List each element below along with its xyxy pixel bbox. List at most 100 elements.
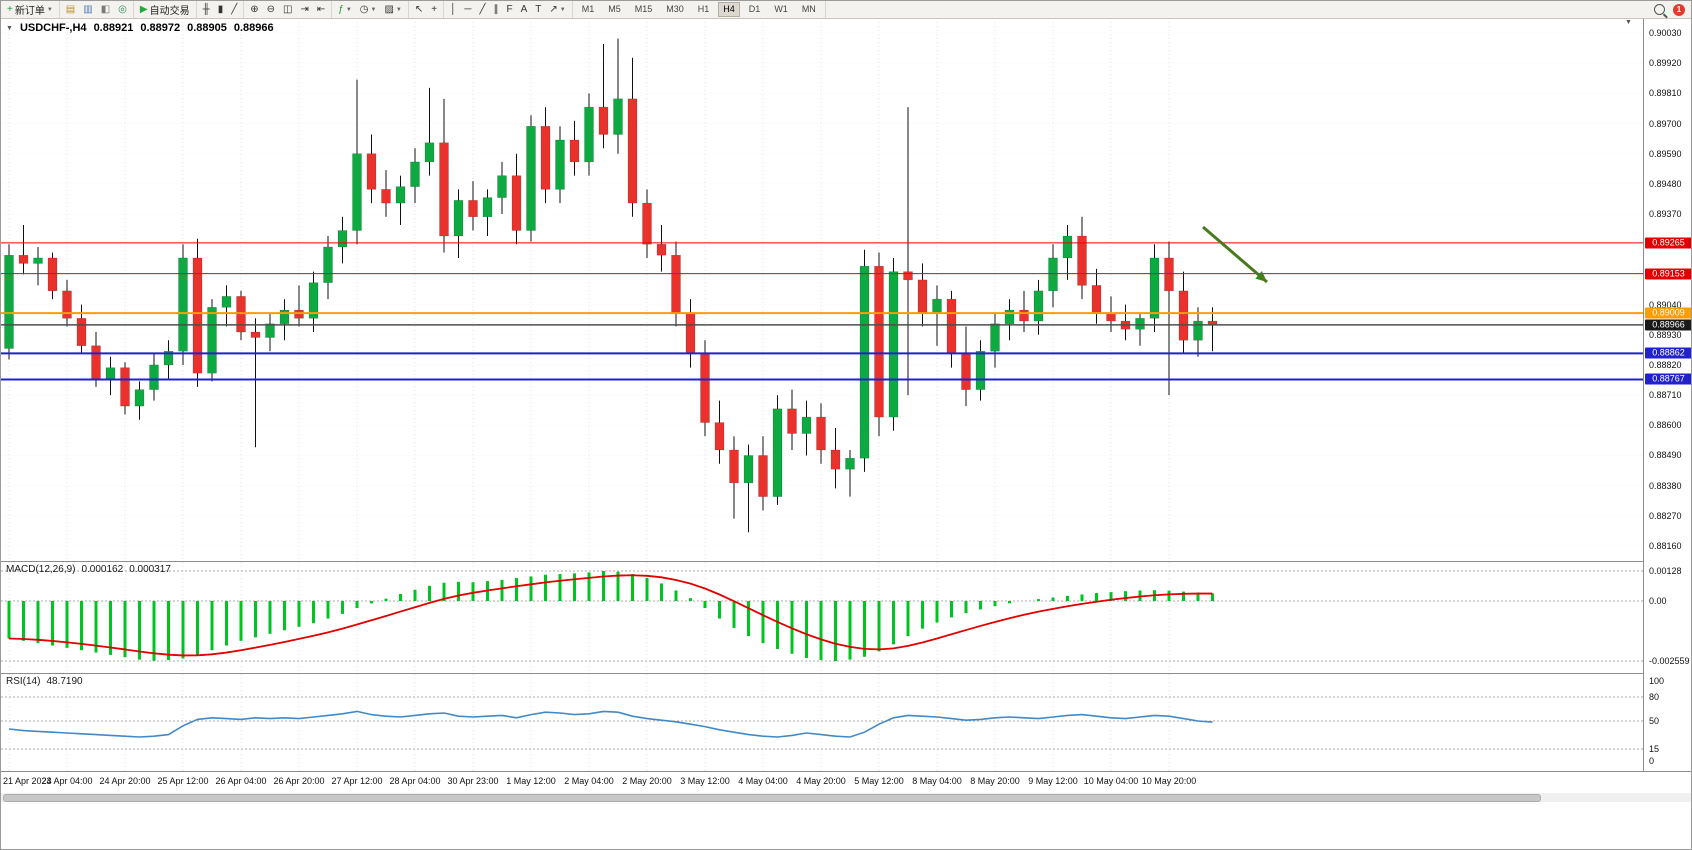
timeframe-m15[interactable]: M15: [634, 4, 653, 14]
auto-scroll-icon: ⇥: [300, 4, 309, 15]
macd-panel[interactable]: [1, 562, 1643, 673]
line-chart-icon[interactable]: ╱: [229, 2, 239, 17]
toolbar-group-timeframes: M1 M5 M15 M30 H1 H4 D1 W1 MN: [573, 1, 826, 18]
timeframe-m30[interactable]: M30: [666, 4, 684, 14]
macd-indicator-label: MACD(12,26,9) 0.000162 0.000317: [6, 564, 171, 575]
price-badge: 0.89153: [1645, 268, 1691, 280]
chevron-down-icon: ▼: [345, 6, 352, 13]
fibonacci-icon[interactable]: F: [504, 2, 514, 17]
timeframe-w1[interactable]: W1: [774, 4, 788, 14]
channel-icon: ∥: [493, 4, 499, 15]
data-window-icon: ▥: [83, 4, 93, 15]
time-axis-label: 25 Apr 12:00: [157, 776, 209, 786]
timeframe-d1[interactable]: D1: [748, 4, 761, 14]
text-icon[interactable]: A: [519, 2, 530, 17]
timeframe-m5[interactable]: M5: [608, 4, 621, 14]
tile-windows-icon[interactable]: ◫: [281, 2, 294, 17]
macd-axis-label: 0.00: [1649, 596, 1667, 606]
timeframe-m1[interactable]: M1: [581, 4, 595, 14]
indicators-icon[interactable]: ƒ ▼: [336, 2, 354, 17]
auto-scroll-icon[interactable]: ⇥: [298, 2, 310, 17]
crosshair-icon[interactable]: +: [429, 2, 439, 17]
strategy-tester-icon[interactable]: ◎: [116, 2, 129, 17]
candlestick-chart-icon[interactable]: ▮: [216, 2, 226, 17]
zoom-in-icon: ⊕: [250, 4, 259, 15]
horizontal-line-icon[interactable]: ─: [462, 2, 473, 17]
chevron-down-icon: ▼: [395, 6, 402, 13]
rsi-indicator-label: RSI(14) 48.7190: [6, 676, 83, 687]
new-order-button[interactable]: + 新订单 ▼: [5, 2, 55, 17]
arrows-icon: ↗: [549, 4, 558, 15]
time-axis-label: 8 May 20:00: [970, 776, 1020, 786]
chevron-down-icon: ▼: [559, 6, 566, 13]
vertical-line-icon[interactable]: │: [448, 2, 458, 17]
rsi-value: 48.7190: [46, 676, 83, 687]
time-axis[interactable]: 21 Apr 2023 24 Apr 04:00 24 Apr 20:00 25 Ap…: [1, 771, 1691, 790]
price-badge: 0.88862: [1645, 347, 1691, 359]
bar-chart-icon[interactable]: ╫: [201, 2, 212, 17]
periods-icon[interactable]: ◷ ▼: [358, 2, 379, 17]
price-tick-label: 0.88930: [1649, 329, 1682, 340]
arrows-icon[interactable]: ↗ ▼: [547, 2, 567, 17]
toolbar-group-autotrading: ▶ 自动交易: [134, 1, 197, 18]
scrollbar-thumb[interactable]: [3, 794, 1541, 802]
price-tick-label: 0.88490: [1649, 450, 1682, 461]
toolbar-group-cursor: ↖ +: [409, 1, 445, 18]
rsi-axis-label: 50: [1649, 716, 1660, 726]
data-window-icon[interactable]: ▥: [81, 2, 94, 17]
timeframe-mn[interactable]: MN: [801, 4, 816, 14]
price-tick-label: 0.88820: [1649, 359, 1682, 370]
rsi-panel[interactable]: [1, 674, 1643, 771]
time-axis-label: 10 May 04:00: [1083, 776, 1139, 786]
search-icon[interactable]: [1654, 4, 1665, 15]
time-axis-label: 26 Apr 20:00: [273, 776, 325, 786]
cursor-icon[interactable]: ↖: [413, 2, 425, 17]
chart-shift-icon[interactable]: ⇤: [315, 2, 327, 17]
price-badge: 0.89265: [1645, 237, 1691, 249]
time-axis-label: 8 May 04:00: [912, 776, 962, 786]
time-axis-label: 9 May 12:00: [1028, 776, 1078, 786]
chevron-down-icon[interactable]: ▼: [6, 24, 13, 32]
high-value: 0.88972: [140, 22, 181, 34]
time-axis-label: 24 Apr 04:00: [41, 776, 93, 786]
tile-windows-icon: ◫: [283, 4, 293, 15]
autotrading-play-icon: ▶: [139, 4, 148, 15]
time-axis-label: 27 Apr 12:00: [331, 776, 383, 786]
autotrading-button[interactable]: ▶ 自动交易: [138, 2, 192, 17]
chart-shift-marker[interactable]: ▼: [1625, 19, 1632, 26]
rsi-name: RSI(14): [6, 676, 41, 687]
toolbar-group-draw: │ ─ ╱ ∥ F A T ↗ ▼: [444, 1, 573, 18]
toolbar: + 新订单 ▼ ▤ ▥ ◧ ◎ ▶ 自动交易 ╫ ▮ ╱ ⊕ ⊖ ◫ ⇥ ⇤ ƒ ▼ ◷ ▼ ▨ ▼ ↖ + │ ─ ╱ ∥ F A T ↗ ▼ M…: [1, 1, 1691, 19]
macd-panel-separator[interactable]: [1, 561, 1691, 562]
price-tick-label: 0.88270: [1649, 510, 1682, 521]
rsi-axis-label: 80: [1649, 692, 1660, 702]
channel-icon[interactable]: ∥: [491, 2, 500, 17]
market-watch-icon: ▤: [65, 4, 76, 15]
horizontal-line-icon: ─: [464, 4, 472, 15]
price-tick-label: 0.89810: [1649, 88, 1682, 99]
label-icon[interactable]: T: [533, 2, 543, 17]
rsi-axis-label: 15: [1649, 744, 1660, 754]
trendline-icon[interactable]: ╱: [477, 2, 487, 17]
strategy-tester-icon: ◎: [118, 4, 127, 15]
market-watch-icon[interactable]: ▤: [64, 2, 77, 17]
low-value: 0.88905: [187, 22, 227, 34]
chevron-down-icon: ▼: [370, 6, 377, 13]
toolbar-group-order: + 新订单 ▼: [1, 1, 60, 18]
toolbar-group-chart-style: ╫ ▮ ╱: [197, 1, 245, 18]
price-axis[interactable]: 0.90030 0.89920 0.89810 0.89700 0.89590 0.894…: [1643, 18, 1691, 771]
timeframe-h1[interactable]: H1: [697, 4, 710, 14]
time-axis-label: 4 May 20:00: [796, 776, 846, 786]
price-tick-label: 0.88600: [1649, 420, 1682, 431]
zoom-in-icon[interactable]: ⊕: [248, 2, 260, 17]
templates-icon[interactable]: ▨ ▼: [382, 2, 403, 17]
price-tick-label: 0.89920: [1649, 58, 1682, 69]
horizontal-scrollbar[interactable]: [1, 793, 1691, 802]
main-chart[interactable]: [1, 18, 1643, 561]
rsi-panel-separator[interactable]: [1, 673, 1691, 674]
notification-badge[interactable]: 1: [1673, 3, 1685, 16]
navigator-icon[interactable]: ◧: [99, 2, 112, 17]
timeframe-h4[interactable]: H4: [718, 2, 740, 17]
zoom-out-icon[interactable]: ⊖: [265, 2, 277, 17]
